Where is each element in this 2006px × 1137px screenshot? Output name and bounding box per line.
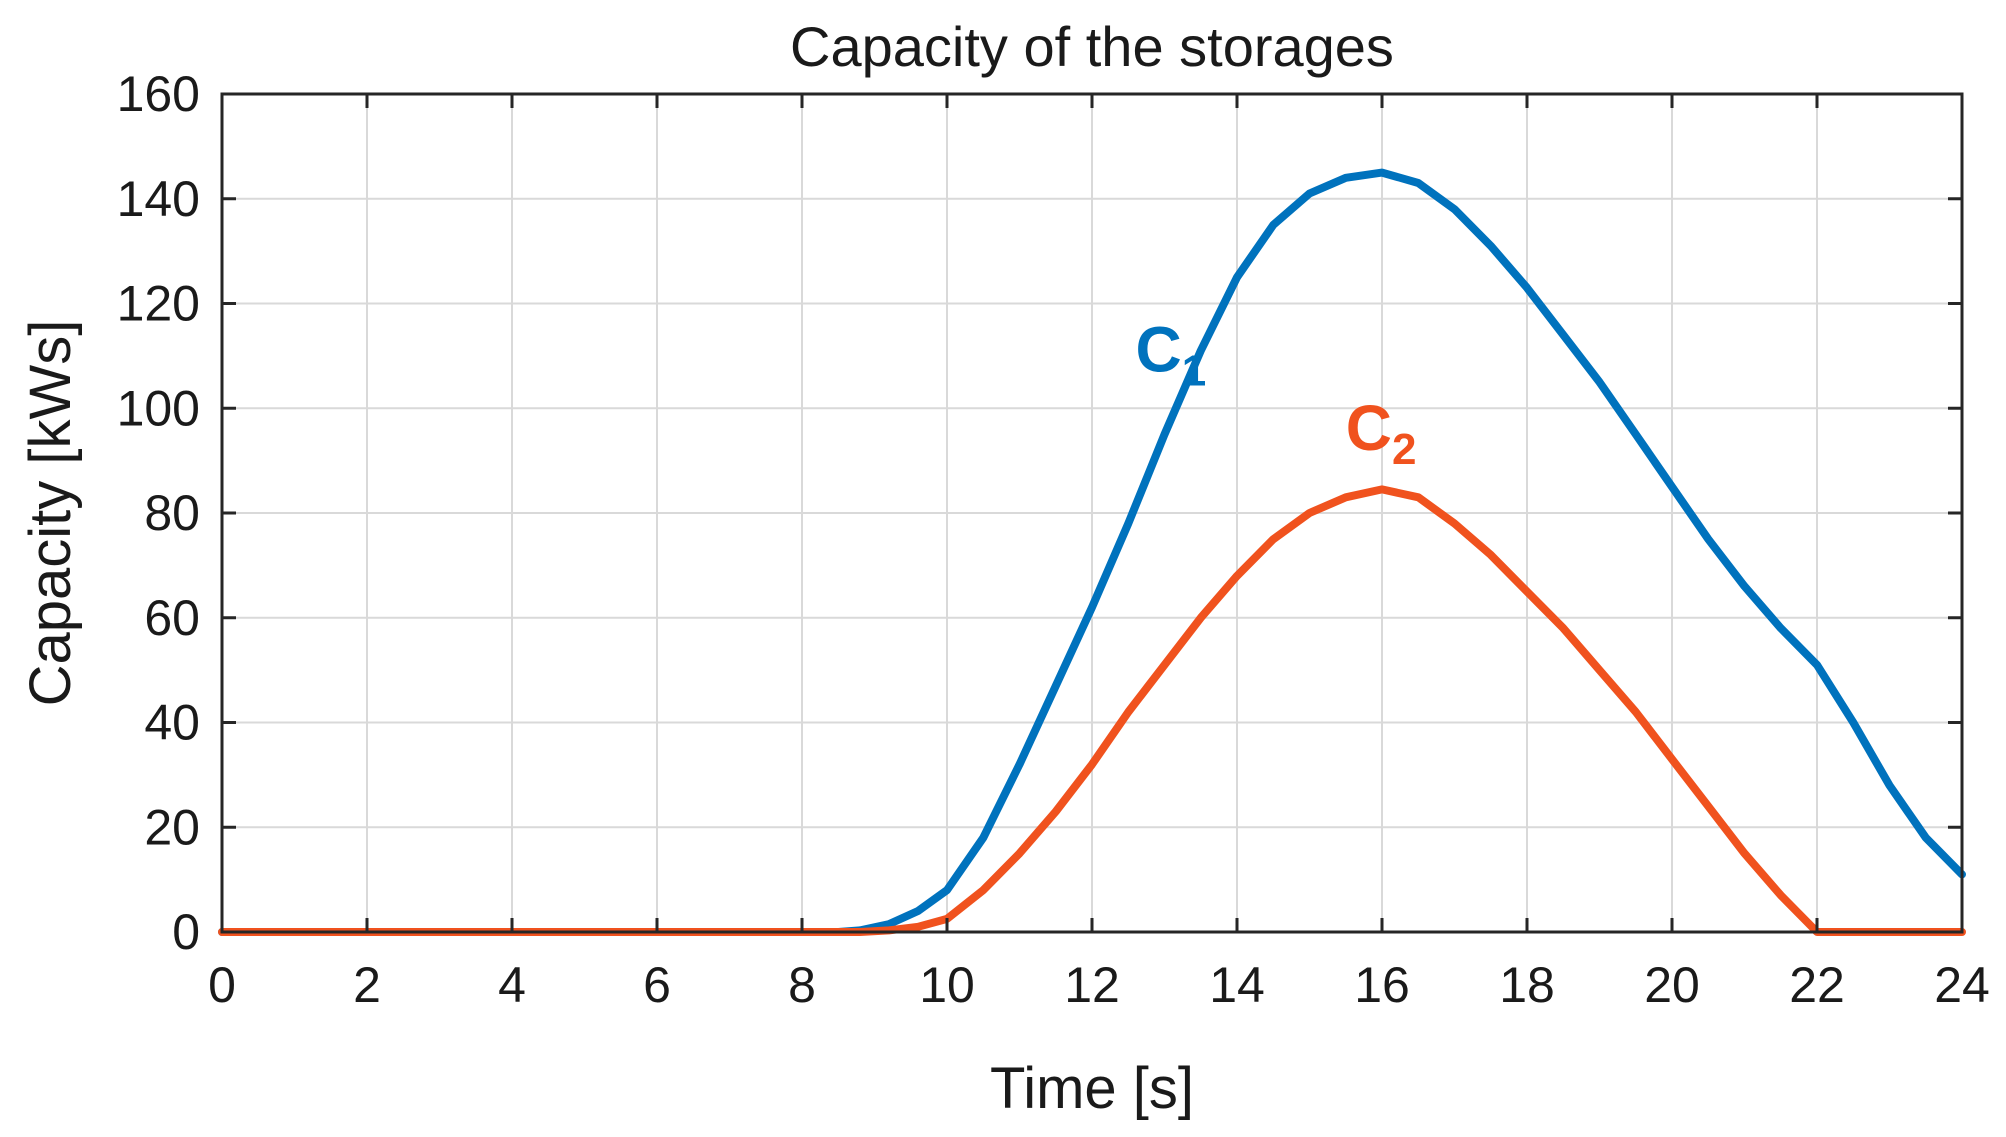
y-tick-label: 120 (117, 276, 200, 332)
y-tick-label: 160 (117, 66, 200, 122)
series-label-main: C (1346, 392, 1392, 464)
series-line-c1 (218, 168, 1966, 936)
series-label-main: C (1136, 314, 1182, 386)
series-lines (218, 168, 1966, 936)
series-label-subscript: 2 (1392, 425, 1416, 474)
y-tick-label: 0 (172, 904, 200, 960)
y-tick-label: 40 (144, 695, 200, 751)
x-tick-label: 14 (1209, 957, 1265, 1013)
y-tick-label: 20 (144, 799, 200, 855)
series-line-c2 (218, 485, 1966, 936)
x-tick-label: 12 (1064, 957, 1120, 1013)
grid (221, 93, 1963, 933)
x-tick-label: 0 (208, 957, 236, 1013)
x-tick-label: 20 (1644, 957, 1700, 1013)
x-tick-label: 10 (919, 957, 975, 1013)
x-tick-label: 24 (1934, 957, 1990, 1013)
series-label-subscript: 1 (1182, 347, 1206, 396)
y-tick-label: 80 (144, 485, 200, 541)
x-tick-label: 18 (1499, 957, 1555, 1013)
y-tick-label: 100 (117, 380, 200, 436)
y-tick-label: 60 (144, 590, 200, 646)
y-axis-label: Capacity [kWs] (18, 320, 83, 707)
x-tick-label: 22 (1789, 957, 1845, 1013)
series-label-c1: C1 (1136, 314, 1207, 396)
chart-title: Capacity of the storages (790, 15, 1394, 78)
x-tick-label: 4 (498, 957, 526, 1013)
x-tick-label: 6 (643, 957, 671, 1013)
x-tick-label: 8 (788, 957, 816, 1013)
axis-ticks: 0 2 4 6 8 10 12 14 16 18 20 22 240204060801001201401… (117, 66, 1990, 1013)
series-label-c2: C2 (1346, 392, 1417, 474)
x-tick-label: 2 (353, 957, 381, 1013)
y-tick-label: 140 (117, 171, 200, 227)
x-tick-label: 16 (1354, 957, 1410, 1013)
x-axis-label: Time [s] (990, 1056, 1194, 1121)
